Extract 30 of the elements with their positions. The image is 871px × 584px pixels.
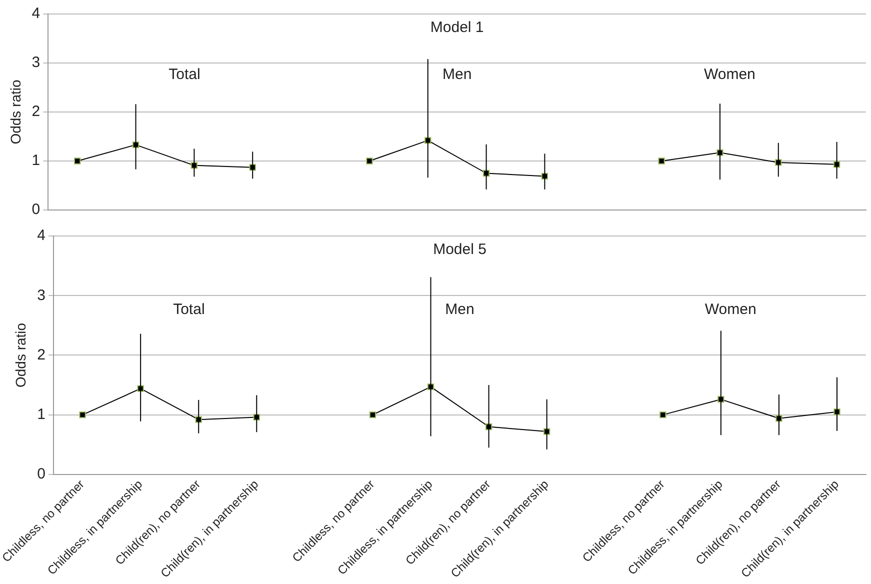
point: [137, 385, 144, 392]
y-axis-title: Odds ratio: [7, 79, 24, 144]
y-tick-label: 4: [37, 227, 46, 244]
y-tick-label: 0: [37, 466, 46, 483]
point: [834, 408, 840, 416]
chart-title: Model 1: [430, 19, 484, 36]
y-tick-label: 3: [32, 54, 40, 72]
annotation: Men: [442, 66, 472, 83]
annotation: Men: [445, 301, 474, 318]
y-tick-label: 4: [32, 5, 40, 22]
point: [366, 158, 373, 164]
annotation: Women: [704, 301, 756, 318]
y-tick-label: 1: [32, 152, 40, 170]
point: [716, 149, 724, 156]
point: [79, 412, 86, 418]
point: [658, 158, 665, 164]
y-tick-label: 0: [32, 201, 40, 218]
point: [660, 412, 666, 418]
y-tick-label: 1: [37, 406, 46, 423]
y-tick-label: 2: [32, 103, 40, 120]
point: [74, 158, 81, 164]
point: [369, 412, 376, 418]
y-axis-title: Odds ratio: [12, 322, 29, 388]
y-tick-label: 3: [37, 286, 46, 304]
chart-title: Model 5: [433, 241, 486, 258]
y-tick-label: 2: [37, 346, 46, 364]
annotation: Women: [704, 66, 756, 83]
annotation: Total: [173, 301, 205, 318]
point: [776, 415, 782, 422]
annotation: Total: [168, 66, 200, 83]
